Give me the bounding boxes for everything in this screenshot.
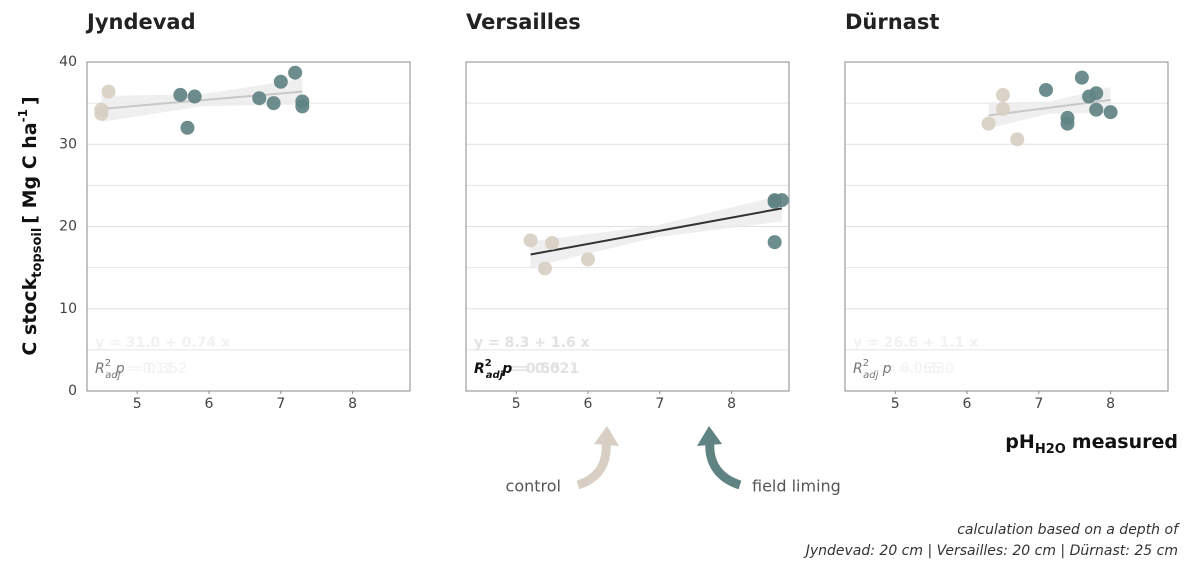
p-value: = 0.330 (898, 361, 954, 377)
equation: y = 8.3 + 1.6 x (474, 335, 590, 351)
data-point (767, 194, 782, 209)
data-point (101, 84, 116, 99)
y-axis-label: C stocktopsoil [ Mg C ha-1] (16, 96, 46, 355)
data-point (1089, 102, 1104, 117)
r2-sub: adj (863, 370, 878, 381)
x-tick-label: 7 (1034, 396, 1043, 412)
control-arrow (576, 439, 611, 490)
data-point (1060, 116, 1075, 131)
r2-label: R (474, 361, 485, 377)
p-label: p (501, 361, 512, 377)
data-point (295, 99, 310, 114)
data-point (981, 116, 996, 131)
r2-value: = 0.11 (126, 361, 173, 377)
liming-arrow (705, 439, 742, 490)
data-point (1010, 132, 1025, 147)
data-point (252, 91, 267, 106)
y-tick-label: 20 (59, 219, 77, 235)
legend-liming: field liming (752, 477, 841, 496)
data-point (995, 101, 1010, 116)
panel-title: Dürnast (845, 10, 939, 34)
data-point (266, 96, 281, 111)
x-label-sub: H2O (1035, 442, 1066, 457)
equation: y = 26.6 + 1.1 x (853, 335, 978, 351)
data-point (288, 65, 303, 80)
data-point (523, 233, 538, 248)
data-point (545, 235, 560, 250)
legend-control: control (506, 477, 561, 496)
data-point (537, 261, 552, 276)
trend-line (101, 90, 303, 110)
data-point (180, 120, 195, 135)
p-label: p (115, 361, 125, 377)
data-point (187, 89, 202, 104)
y-tick-label: 40 (59, 54, 77, 70)
plot-frame (844, 61, 1169, 392)
x-label-main: pH (1005, 431, 1035, 453)
r2-label: R (95, 361, 105, 377)
p-label: p (882, 361, 892, 377)
data-point (1089, 86, 1104, 101)
x-tick-label: 8 (727, 396, 736, 412)
x-tick-label: 5 (891, 396, 900, 412)
y-label-end: ] (19, 96, 41, 105)
x-tick-label: 7 (655, 396, 664, 412)
plot-frame (465, 61, 790, 392)
stats: R2 adj = 0.065p = 0.330 (853, 358, 954, 381)
r2-label: R (853, 361, 863, 377)
note-line: Jyndevad: 20 cm | Versailles: 20 cm | Dü… (803, 543, 1178, 559)
data-point (1038, 82, 1053, 97)
r2-value: = 0.55 (509, 361, 560, 377)
x-tick-label: 6 (584, 396, 593, 412)
y-label-main: C stock (19, 277, 41, 355)
x-tick-label: 8 (1106, 396, 1115, 412)
y-tick-label: 10 (59, 301, 77, 317)
r2-sup: 2 (485, 358, 492, 369)
x-tick-label: 5 (512, 396, 521, 412)
panel-title: Jyndevad (85, 10, 196, 34)
y-tick-label: 0 (68, 383, 77, 399)
stats: R2 adj = 0.55p = 0.021 (474, 358, 579, 381)
x-axis-label: pHH2O measured (1005, 431, 1178, 458)
y-label-sup: -1 (16, 109, 30, 122)
note-line: calculation based on a depth of (957, 522, 1180, 538)
y-tick-label: 30 (59, 136, 77, 152)
r2-sub: adj (486, 370, 504, 381)
x-label-rest: measured (1072, 431, 1178, 453)
liming-arrowhead (697, 426, 722, 446)
y-label-unit: [ Mg C ha (19, 122, 41, 223)
x-tick-label: 6 (963, 396, 972, 412)
data-point (94, 106, 109, 121)
data-point (1074, 70, 1089, 85)
x-tick-label: 8 (348, 396, 357, 412)
trend-line (530, 207, 783, 256)
data-point (995, 87, 1010, 102)
r2-sup: 2 (863, 358, 869, 369)
stats: R2 adj = 0.11p = 0.352 (95, 358, 187, 381)
data-point (581, 252, 596, 267)
data-point (173, 87, 188, 102)
equation: y = 31.0 + 0.74 x (95, 335, 230, 351)
p-value: = 0.352 (131, 361, 187, 377)
panel-title: Versailles (466, 10, 581, 34)
y-label-sub: topsoil (30, 228, 45, 278)
data-point (273, 74, 288, 89)
r2-sub: adj (105, 370, 120, 381)
r2-sup: 2 (105, 358, 111, 369)
control-arrowhead (594, 426, 619, 446)
r2-value: = 0.065 (884, 361, 940, 377)
x-tick-label: 7 (276, 396, 285, 412)
x-tick-label: 6 (205, 396, 214, 412)
data-point (767, 235, 782, 250)
plot-frame (86, 61, 411, 392)
p-value: = 0.021 (518, 361, 579, 377)
x-tick-label: 5 (133, 396, 142, 412)
data-point (1103, 105, 1118, 120)
